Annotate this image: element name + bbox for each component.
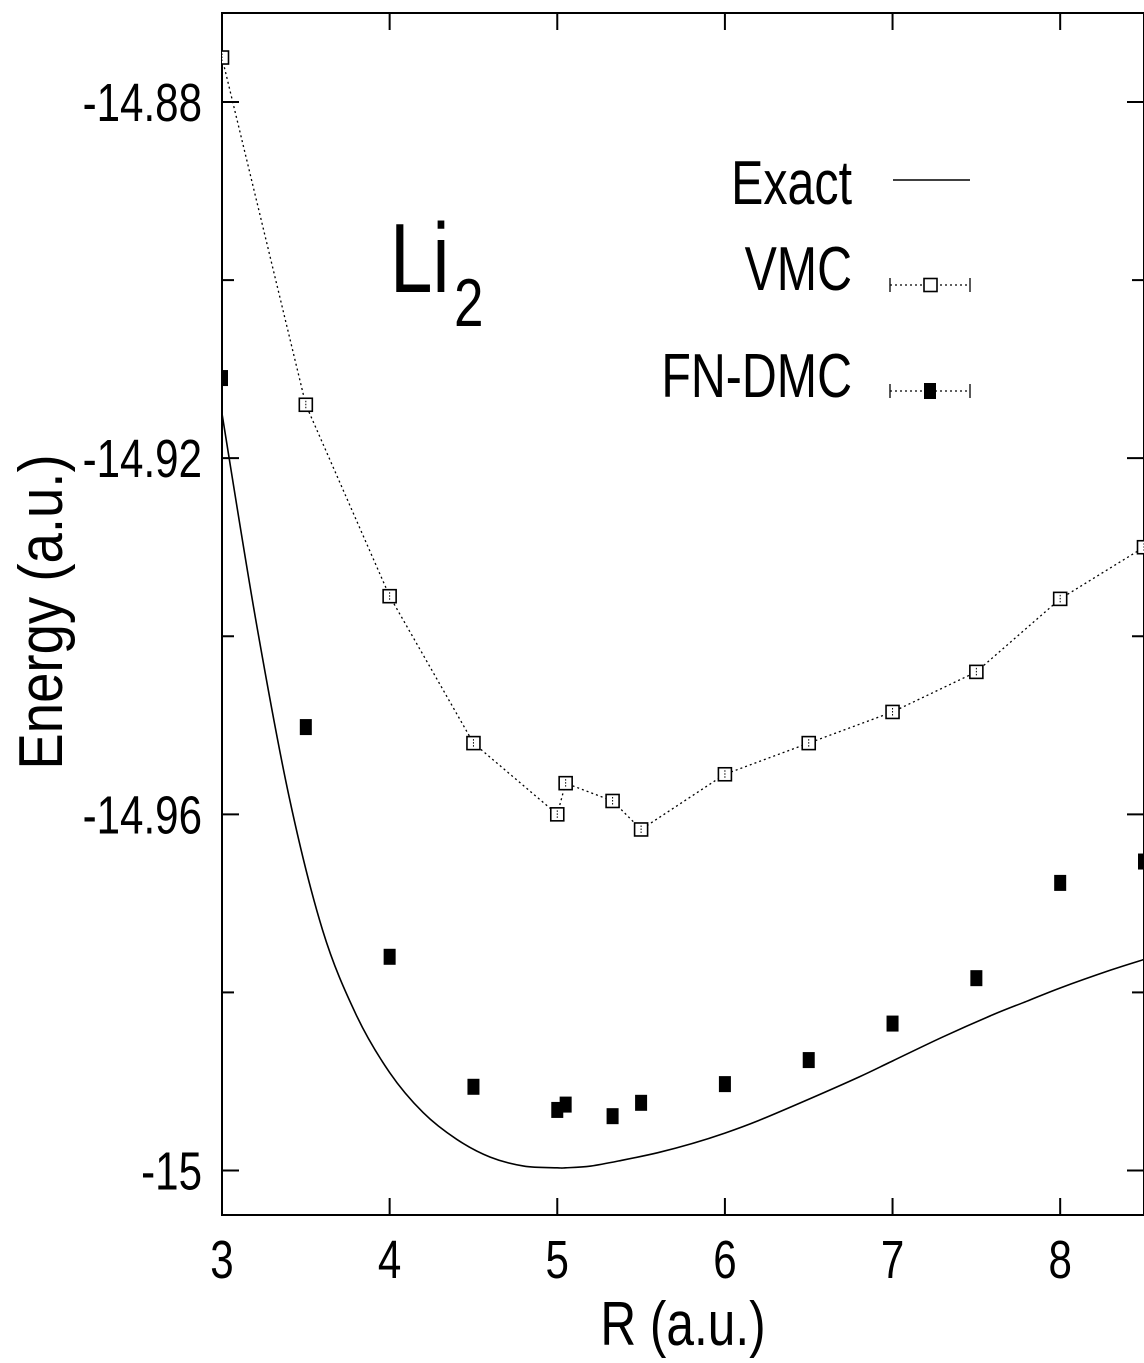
legend-vmc-marker — [924, 279, 937, 292]
y-tick-label: -14.92 — [83, 429, 202, 489]
fn-dmc-point — [607, 1108, 619, 1124]
legend-fn-dmc-marker — [924, 383, 936, 399]
molecule-label: Li — [390, 203, 449, 313]
y-tick-label: -14.96 — [83, 785, 202, 845]
vmc-point — [1138, 541, 1144, 554]
x-tick-label: 3 — [210, 1230, 233, 1290]
legend-label: Exact — [731, 148, 852, 217]
legend-label: FN-DMC — [661, 341, 852, 410]
molecule-subscript: 2 — [454, 265, 484, 341]
x-tick-label: 4 — [378, 1230, 401, 1290]
legend-label: VMC — [745, 234, 852, 303]
fn-dmc-point — [803, 1052, 815, 1068]
fn-dmc-point — [1138, 854, 1144, 870]
y-tick-label: -15 — [141, 1142, 202, 1202]
y-axis-title: Energy (a.u.) — [7, 454, 76, 769]
fn-dmc-point — [719, 1076, 731, 1092]
x-tick-label: 6 — [713, 1230, 736, 1290]
x-tick-label: 5 — [546, 1230, 569, 1290]
fn-dmc-point — [635, 1095, 647, 1111]
fn-dmc-point — [887, 1016, 899, 1032]
fn-dmc-point — [300, 719, 312, 735]
fn-dmc-point — [970, 970, 982, 986]
fn-dmc-point — [467, 1079, 479, 1095]
y-tick-label: -14.88 — [83, 73, 202, 133]
fn-dmc-point — [1054, 875, 1066, 891]
x-tick-label: 7 — [881, 1230, 904, 1290]
x-axis-title: R (a.u.) — [600, 1289, 765, 1358]
fn-dmc-point — [384, 949, 396, 965]
fn-dmc-point — [560, 1097, 572, 1113]
x-tick-label: 8 — [1048, 1230, 1071, 1290]
